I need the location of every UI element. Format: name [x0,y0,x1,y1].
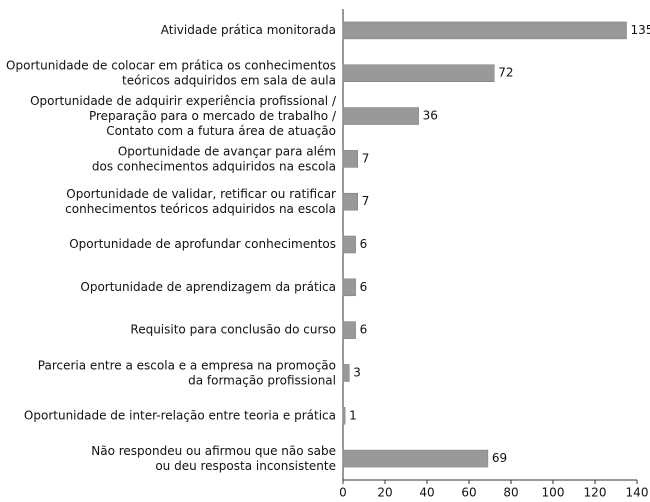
bar [342,449,489,468]
bar [342,321,356,339]
value-label: 69 [492,451,507,465]
bar [342,64,495,82]
bar [342,107,419,125]
value-label: 72 [498,66,513,80]
y-tick-label: Oportunidade de avançar para além dos con… [92,144,336,173]
x-tick-label: 100 [542,486,565,500]
value-label: 6 [360,280,368,294]
y-tick-label: Oportunidade de aprofundar conhecimentos [69,237,336,251]
bar [342,150,358,168]
y-tick-label: Oportunidade de aprendizagem da prática [80,280,336,294]
value-label: 1 [349,408,357,422]
bar [342,235,356,254]
y-tick-label: Oportunidade de adquirir experiência pro… [30,94,337,138]
y-tick-label: Oportunidade de colocar em prática os co… [6,58,336,87]
value-label: 6 [360,323,368,337]
y-tick-label: Requisito para conclusão do curso [130,323,336,337]
bar [342,21,627,40]
x-tick-label: 20 [377,486,392,500]
value-label: 7 [362,151,370,165]
value-label: 6 [360,237,368,251]
y-tick-label: Atividade prática monitorada [161,23,336,37]
y-tick-label: Oportunidade de validar, retificar ou ra… [65,187,336,216]
bar [342,192,358,211]
y-tick-label: Oportunidade de inter-relação entre teor… [24,408,336,422]
y-tick-label: Parceria entre a escola e a empresa na p… [38,358,336,387]
value-label: 36 [423,109,438,123]
x-tick-label: 80 [503,486,518,500]
bar [342,278,356,297]
y-tick-label: Não respondeu ou afirmou que não sabe ou … [91,444,336,473]
value-label: 3 [353,365,361,379]
bar [342,407,346,425]
x-tick-label: 0 [339,486,347,500]
x-tick-label: 40 [419,486,434,500]
x-tick-label: 120 [584,486,607,500]
value-label: 7 [362,194,370,208]
bar [342,364,350,382]
value-label: 135 [631,23,650,37]
x-tick-label: 60 [461,486,476,500]
x-tick-label: 140 [626,486,649,500]
